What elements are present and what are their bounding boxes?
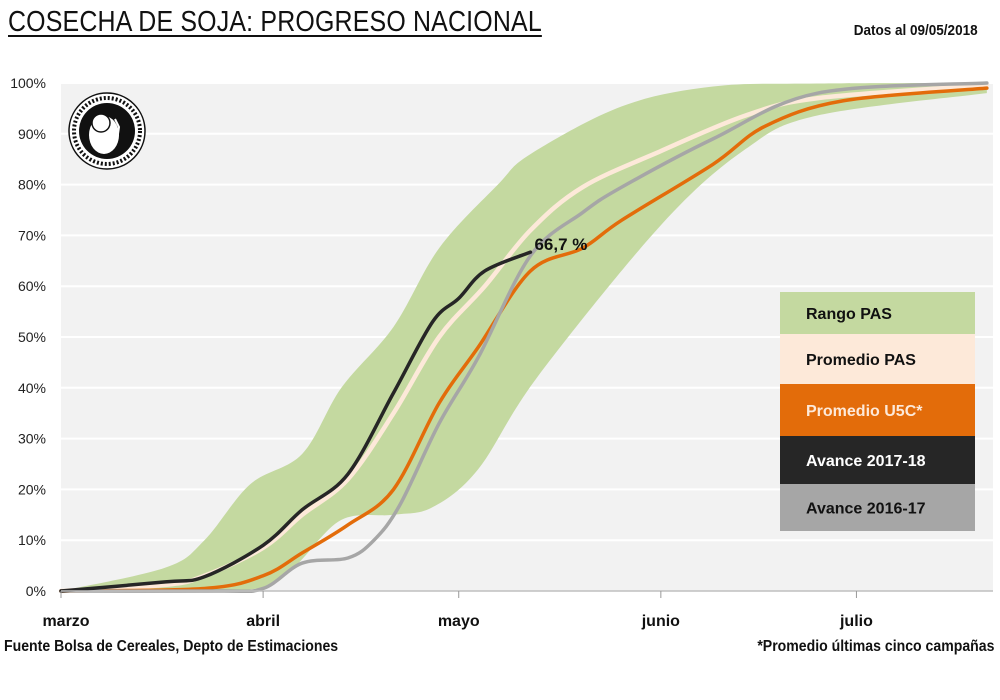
legend-label: Avance 2016-17 — [806, 501, 926, 518]
series-line-avance-2017-18 — [59, 250, 533, 593]
x-tick-label: julio — [839, 613, 873, 630]
legend-item: Rango PAS — [780, 292, 975, 334]
source-note: Fuente Bolsa de Cereales, Depto de Estim… — [4, 638, 339, 655]
legend-swatch — [780, 484, 975, 531]
legend-item: Avance 2016-17 — [780, 484, 975, 531]
legend-item: Promedio PAS — [780, 334, 975, 384]
legend-swatch — [780, 292, 975, 334]
legend-item: Avance 2017-18 — [780, 436, 975, 484]
legend-label: Promedio PAS — [806, 352, 916, 369]
x-tick-label: marzo — [42, 613, 89, 630]
y-tick-label: 60% — [18, 278, 46, 294]
y-tick-label: 20% — [18, 481, 46, 497]
y-tick-label: 40% — [18, 380, 46, 396]
y-tick-label: 90% — [18, 126, 46, 142]
x-tick-label: mayo — [438, 613, 480, 630]
y-tick-label: 0% — [26, 583, 46, 599]
series-layer — [58, 81, 990, 594]
x-axis: marzo abril mayo junio julio — [42, 590, 993, 630]
chart-title: COSECHA DE SOJA: PROGRESO NACIONAL — [8, 6, 542, 38]
x-tick-label: junio — [641, 613, 680, 630]
footnote: *Promedio últimas cinco campañas — [756, 638, 994, 655]
band-rango-pas — [61, 83, 987, 592]
band-layer — [61, 83, 987, 592]
legend-swatch — [780, 334, 975, 384]
legend-swatch — [780, 384, 975, 436]
y-tick-label: 100% — [10, 75, 46, 91]
legend-label: Promedio U5C* — [806, 403, 923, 420]
series-line-promedio-u5c — [59, 86, 989, 593]
legend-label: Avance 2017-18 — [806, 453, 926, 470]
y-tick-label: 30% — [18, 431, 46, 447]
legend: Rango PAS Promedio PAS Promedio U5C* Avance… — [780, 292, 975, 531]
y-tick-label: 70% — [18, 227, 46, 243]
series-line-avance-2016-17 — [59, 81, 989, 594]
y-axis: 0% 10% 20% 30% 40% 50% 60% 70% 80% 90% 100% — [10, 75, 46, 599]
seal-logo — [68, 92, 146, 170]
legend-label: Rango PAS — [806, 306, 892, 323]
legend-swatch — [780, 436, 975, 484]
y-tick-label: 50% — [18, 329, 46, 345]
y-tick-label: 80% — [18, 177, 46, 193]
legend-item: Promedio U5C* — [780, 384, 975, 436]
date-note: Datos al 09/05/2018 — [854, 22, 978, 39]
x-tick-label: abril — [246, 613, 280, 630]
annotation-label: 66,7 % — [534, 235, 587, 254]
y-tick-label: 10% — [18, 532, 46, 548]
